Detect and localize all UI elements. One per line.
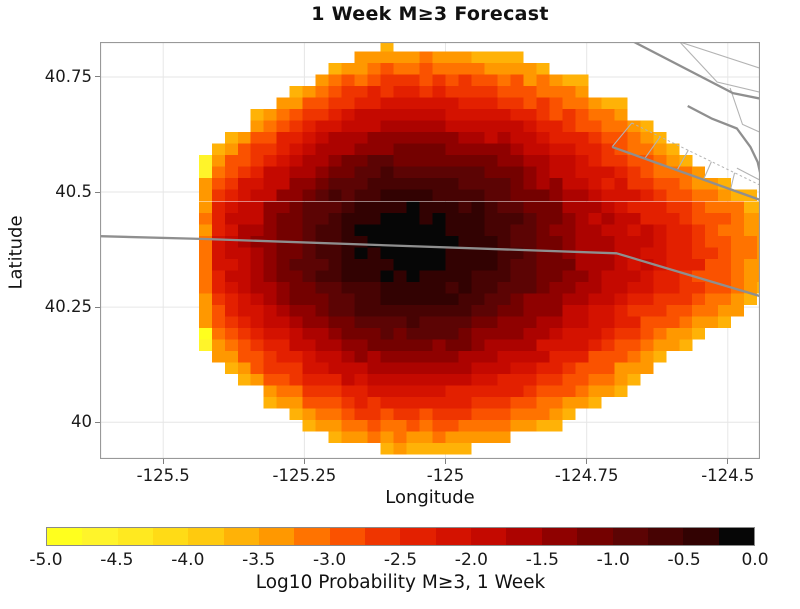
colorbar-block [541, 528, 578, 545]
y-tick-mark [95, 306, 100, 308]
x-tick-label: -124.5 [701, 466, 755, 485]
colorbar-block [47, 528, 83, 545]
heatmap-svg [100, 42, 760, 459]
x-tick-label: -125 [426, 466, 465, 485]
heatmap-cells [198, 42, 760, 455]
colorbar-label: Log10 Probability M≥3, 1 Week [255, 572, 546, 593]
colorbar-tick-label: -1.0 [596, 550, 630, 570]
y-tick-label: 40.25 [44, 297, 92, 317]
plot-area: -125.5 -125.25 -125 -124.75 -124.5 40.75 40.5 4… [5, 42, 760, 508]
colorbar-block [294, 528, 330, 545]
colorbar-block [577, 528, 613, 545]
plot-frame [100, 42, 760, 459]
x-tick-mark [162, 459, 164, 464]
colorbar-tick-label: -5.0 [29, 550, 63, 570]
y-tick-mark [95, 76, 100, 78]
colorbar-block [188, 528, 224, 545]
y-tick-label: 40.75 [44, 66, 92, 86]
colorbar-tick-label: -4.0 [171, 550, 205, 570]
colorbar-tick-label: -3.5 [242, 550, 276, 570]
colorbar-block [329, 528, 366, 545]
map-lines [100, 42, 760, 298]
y-tick-label: 40 [71, 412, 92, 432]
colorbar-block [683, 528, 719, 545]
colorbar-block [471, 528, 507, 545]
colorbar-tick-label: -4.5 [100, 550, 134, 570]
colorbar-block [365, 528, 401, 545]
colorbar-ticks: -5.0 -4.5 -4.0 -3.5 -3.0 -2.5 -2.0 -1.5 -1.0 -0.5… [29, 550, 768, 570]
colorbar [46, 527, 755, 546]
colorbar-block [506, 528, 542, 545]
colorbar-block [82, 528, 118, 545]
y-tick-mark [95, 421, 100, 423]
colorbar-tick-label: -0.5 [667, 550, 701, 570]
x-tick-mark [586, 459, 588, 464]
x-tick-label: -124.75 [554, 466, 619, 485]
y-tick-label: 40.5 [55, 182, 92, 202]
page-title: 1 Week M≥3 Forecast [311, 3, 549, 25]
colorbar-block [153, 528, 189, 545]
x-tick-mark [303, 459, 305, 464]
colorbar-block [718, 528, 754, 545]
y-tick-mark [95, 191, 100, 193]
y-axis-label: Latitude [5, 215, 27, 290]
colorbar-tick-label: -2.5 [383, 550, 418, 570]
colorbar-block [612, 528, 648, 545]
colorbar-block [647, 528, 684, 545]
x-tick-label: -125.25 [272, 466, 337, 485]
x-axis-label: Longitude [385, 487, 475, 508]
colorbar-tick-label: -3.0 [313, 550, 347, 570]
x-tick-label: -125.5 [136, 466, 190, 485]
colorbar-block [223, 528, 260, 545]
x-tick-mark [445, 459, 447, 464]
colorbar-tick-label: -1.5 [525, 550, 559, 570]
x-tick-mark [727, 459, 729, 464]
colorbar-block [435, 528, 472, 545]
colorbar-block [400, 528, 436, 545]
colorbar-block [117, 528, 154, 545]
colorbar-tick-label: -2.0 [454, 550, 488, 570]
colorbar-tick-label: 0.0 [741, 550, 769, 570]
colorbar-block [259, 528, 295, 545]
